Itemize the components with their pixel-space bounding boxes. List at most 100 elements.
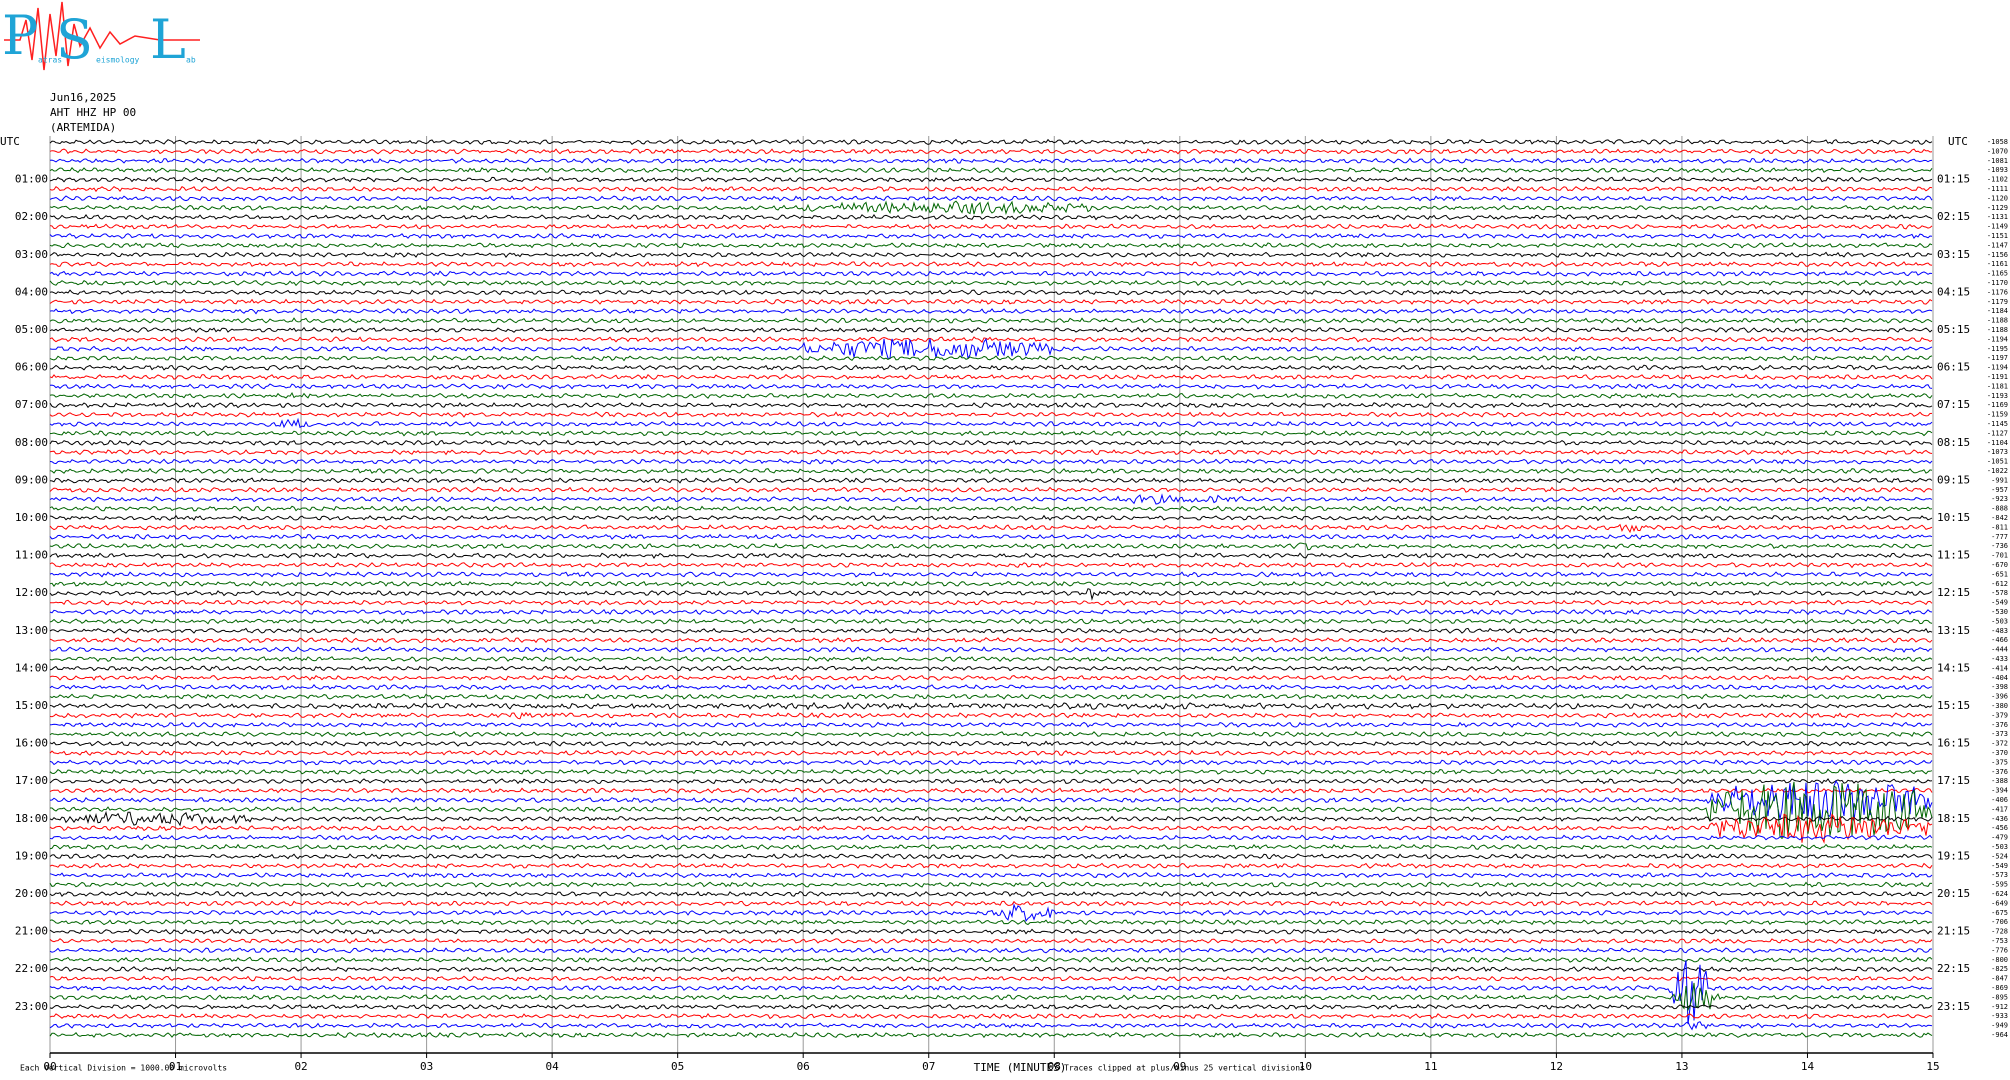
trace — [49, 1031, 1933, 1039]
trace-label: -479 — [1991, 834, 2008, 842]
trace-label: -1179 — [1987, 298, 2008, 306]
trace — [49, 701, 1933, 711]
trace-label: -1149 — [1987, 223, 2008, 231]
trace-label: -549 — [1991, 862, 2008, 870]
hour-label-right: 04:15 — [1937, 285, 1970, 298]
trace — [49, 956, 1933, 963]
trace — [49, 561, 1933, 569]
trace — [49, 355, 1933, 362]
trace-label: -379 — [1991, 711, 2008, 719]
trace-label: -414 — [1991, 664, 2008, 672]
trace — [49, 872, 1933, 879]
trace — [49, 900, 1933, 907]
trace — [49, 890, 1933, 898]
trace — [49, 270, 1933, 277]
trace-label: -949 — [1991, 1022, 2008, 1030]
trace — [49, 383, 1933, 390]
trace-label: -578 — [1991, 589, 2008, 597]
x-tick-label: 10 — [1299, 1060, 1312, 1073]
hour-label-left: 03:00 — [15, 248, 48, 261]
scale-note: Each Vertical Division = 1000.00 microvo… — [20, 1064, 227, 1073]
trace — [49, 138, 1933, 146]
trace — [49, 514, 1933, 522]
hour-label-right: 06:15 — [1937, 361, 1970, 374]
trace — [49, 937, 1933, 945]
x-tick-label: 12 — [1550, 1060, 1563, 1073]
hour-label-left: 17:00 — [15, 774, 48, 787]
trace — [49, 308, 1933, 315]
trace-label: -753 — [1991, 937, 2008, 945]
trace — [49, 580, 1933, 587]
hour-label-left: 08:00 — [15, 436, 48, 449]
trace-label: -573 — [1991, 871, 2008, 879]
trace — [49, 571, 1933, 578]
trace — [49, 214, 1933, 221]
trace-label: -1111 — [1987, 185, 2008, 193]
trace-label: -503 — [1991, 617, 2008, 625]
x-tick-label: 00 — [43, 1060, 56, 1073]
trace-label: -1195 — [1987, 345, 2008, 353]
trace-label: -370 — [1991, 749, 2008, 757]
trace-label: -800 — [1991, 956, 2008, 964]
x-tick-label: 11 — [1424, 1060, 1437, 1073]
trace — [49, 749, 1933, 757]
hour-label-right: 18:15 — [1937, 812, 1970, 825]
trace-label: -1159 — [1987, 411, 2008, 419]
trace — [49, 505, 1933, 512]
trace — [49, 618, 1933, 625]
hour-label-left: 02:00 — [15, 210, 48, 223]
trace-label: -1073 — [1987, 448, 2008, 456]
trace — [49, 439, 1933, 446]
trace-label: -842 — [1991, 514, 2008, 522]
trace-label: -811 — [1991, 523, 2008, 531]
trace — [49, 693, 1933, 700]
trace — [49, 289, 1933, 296]
trace-label: -957 — [1991, 486, 2008, 494]
trace — [49, 374, 1933, 381]
trace-label: -964 — [1991, 1031, 2008, 1039]
hour-label-left: 11:00 — [15, 549, 48, 562]
trace — [49, 402, 1933, 409]
hour-label-right: 23:15 — [1937, 1000, 1970, 1013]
site: (ARTEMIDA) — [50, 121, 116, 134]
trace-label: -706 — [1991, 918, 2008, 926]
trace — [49, 637, 1933, 644]
trace — [49, 627, 1933, 634]
trace-label: -1181 — [1987, 382, 2008, 390]
trace — [49, 157, 1933, 164]
trace-label: -375 — [1991, 758, 2008, 766]
logo-text: ab — [186, 56, 196, 65]
trace-label: -736 — [1991, 542, 2008, 550]
x-tick-label: 09 — [1173, 1060, 1186, 1073]
trace — [49, 533, 1933, 540]
hour-label-left: 01:00 — [15, 173, 48, 186]
trace — [49, 1013, 1933, 1020]
x-tick-label: 15 — [1926, 1060, 1939, 1073]
trace-label: -895 — [1991, 993, 2008, 1001]
trace-label: -649 — [1991, 899, 2008, 907]
hour-label-right: 07:15 — [1937, 398, 1970, 411]
trace — [49, 298, 1933, 305]
hour-label-right: 02:15 — [1937, 210, 1970, 223]
x-tick-label: 06 — [797, 1060, 810, 1073]
x-tick-label: 04 — [546, 1060, 560, 1073]
trace — [49, 843, 1933, 851]
trace — [49, 417, 1933, 429]
trace-label: -1120 — [1987, 194, 2008, 202]
x-tick-label: 01 — [169, 1060, 182, 1073]
hour-label-left: 21:00 — [15, 925, 48, 938]
hour-label-left: 19:00 — [15, 849, 48, 862]
trace-label: -1188 — [1987, 317, 2008, 325]
trace — [49, 919, 1933, 926]
trace-label: -398 — [1991, 683, 2008, 691]
trace-label: -1051 — [1987, 458, 2008, 466]
hour-label-left: 15:00 — [15, 699, 48, 712]
trace-label: -380 — [1991, 702, 2008, 710]
trace-label: -728 — [1991, 928, 2008, 936]
logo-letter: P — [2, 4, 38, 67]
trace-label: -376 — [1991, 768, 2008, 776]
trace-label: -444 — [1991, 646, 2008, 654]
hour-label-left: 14:00 — [15, 661, 48, 674]
trace-label: -923 — [1991, 495, 2008, 503]
trace — [49, 853, 1933, 860]
